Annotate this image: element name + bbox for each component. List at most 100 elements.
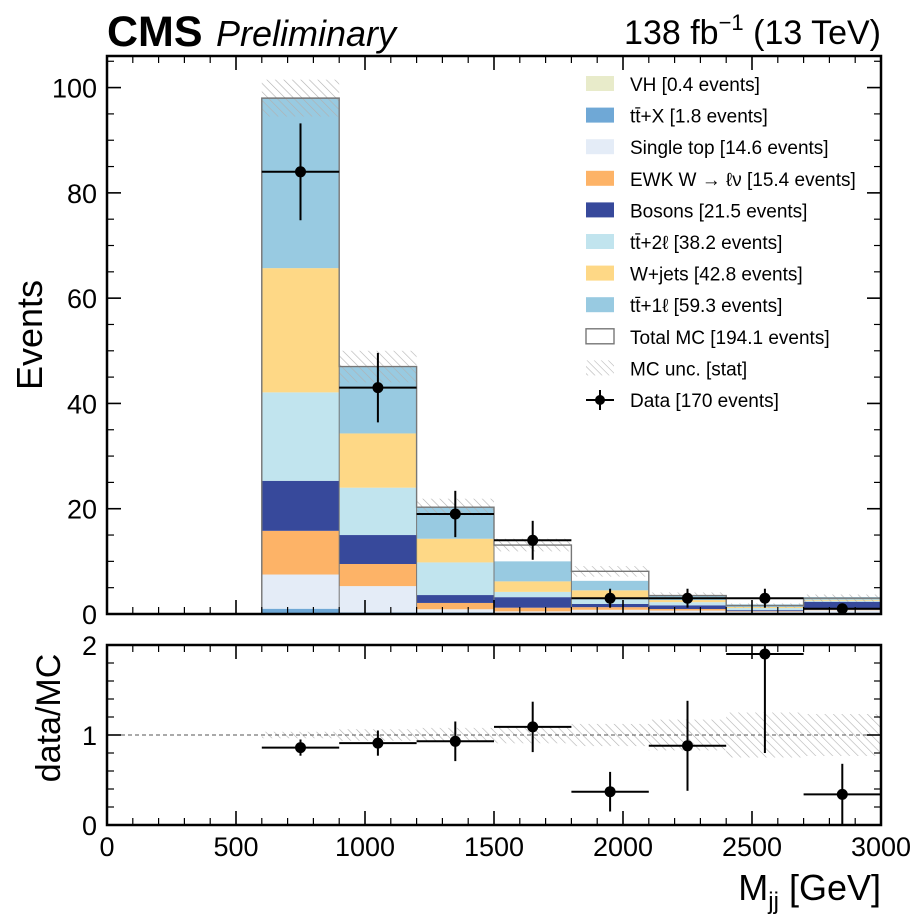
ratio-marker xyxy=(527,721,539,733)
data-marker xyxy=(759,592,771,604)
legend: VH [0.4 events] tt̄+X [1.8 events] Single … xyxy=(585,75,856,412)
legend-swatch xyxy=(586,297,614,313)
stack-bar xyxy=(571,580,649,591)
series-5 xyxy=(261,392,881,611)
top-panel: 0 20 40 60 80 100 xyxy=(52,54,883,630)
legend-entry: VH [0.4 events] xyxy=(586,75,760,96)
y-tick-label: 80 xyxy=(67,179,97,209)
x-axis-label-main: M xyxy=(738,867,768,908)
data-point xyxy=(416,490,494,538)
data-point xyxy=(339,352,417,423)
data-marker xyxy=(682,592,693,604)
stack-bar xyxy=(416,562,494,596)
stack-bar xyxy=(261,530,340,575)
legend-swatch xyxy=(586,107,614,123)
top-y-axis-label: Events xyxy=(9,280,50,390)
stack-bar xyxy=(416,538,494,563)
stack-bar xyxy=(261,574,340,609)
legend-entry: W+jets [42.8 events] xyxy=(586,265,803,286)
legend-swatch xyxy=(586,234,614,249)
data-marker xyxy=(295,166,306,178)
y-tick-label: 0 xyxy=(82,600,97,630)
y-tick-label: 2 xyxy=(82,631,97,661)
ratio-point xyxy=(726,645,804,753)
y-tick-label: 60 xyxy=(67,284,97,314)
legend-swatch xyxy=(586,360,614,376)
data-point xyxy=(726,588,804,608)
data-point xyxy=(261,123,340,221)
legend-label: EWK W → ℓν [15.4 events] xyxy=(630,170,856,191)
legend-swatch xyxy=(585,328,615,345)
series-2 xyxy=(261,574,881,614)
legend-entry: tt̄+X [1.8 events] xyxy=(586,107,768,128)
legend-label: Single top [14.6 events] xyxy=(630,138,829,159)
stack-bar xyxy=(339,535,417,564)
ratio-point xyxy=(416,721,494,762)
ratio-y-axis-label: data/MC xyxy=(30,654,68,783)
ratio-unc-band xyxy=(571,723,649,747)
ratio-point xyxy=(261,739,340,756)
x-tick-label: 3000 xyxy=(851,832,911,862)
stack-bar xyxy=(494,581,572,592)
ratio-marker xyxy=(449,735,461,747)
x-axis-label-sub: jj xyxy=(767,888,779,915)
stack-bar xyxy=(494,597,572,608)
ratio-axes: 0 500 1000 1500 2000 2500 3000 0 1 2 xyxy=(82,631,911,862)
legend-swatch xyxy=(586,139,614,155)
ratio-point xyxy=(648,700,727,791)
stack-bar xyxy=(571,607,649,610)
y-tick-label: 20 xyxy=(67,495,97,525)
lumi-energy: (13 TeV) xyxy=(744,14,881,52)
ratio-unc-band xyxy=(261,731,340,739)
legend-label: Data [170 events] xyxy=(630,391,779,412)
legend-entry: Data [170 events] xyxy=(586,390,779,412)
series-6 xyxy=(261,268,881,609)
data-point xyxy=(803,603,881,615)
stack-bar xyxy=(261,608,340,614)
data-marker xyxy=(449,508,461,520)
stack-bar xyxy=(261,480,340,531)
legend-data-marker xyxy=(595,395,605,405)
stack-bar xyxy=(648,610,727,614)
legend-label: Total MC [194.1 events] xyxy=(630,328,830,349)
stack-bar xyxy=(571,609,649,613)
legend-label: tt̄+X [1.8 events] xyxy=(630,107,768,128)
stack-bar xyxy=(339,563,417,587)
stack-bar xyxy=(339,433,417,488)
y-tick-label: 0 xyxy=(82,811,97,841)
stack-bar xyxy=(494,561,572,582)
x-axis-label-unit: [GeV] xyxy=(779,867,881,908)
stack-bar xyxy=(726,608,804,611)
legend-swatch xyxy=(586,76,614,91)
legend-label: tt̄+2ℓ [38.2 events] xyxy=(630,233,782,254)
status-label: Preliminary xyxy=(216,13,398,54)
data-point xyxy=(571,588,649,608)
stack-bar xyxy=(494,591,572,598)
data-marker xyxy=(527,534,539,546)
y-tick-label: 40 xyxy=(67,389,97,419)
lumi-value: 138 fb xyxy=(624,14,719,52)
ratio-marker xyxy=(372,737,384,749)
ratio-panel: 0 500 1000 1500 2000 2500 3000 0 1 2 xyxy=(82,631,911,862)
ratio-marker xyxy=(682,740,693,752)
stack-bar xyxy=(261,392,340,481)
stack-bar xyxy=(416,602,494,610)
stack-bar xyxy=(339,586,417,613)
legend-swatch xyxy=(586,265,614,281)
stack-bar xyxy=(494,611,572,613)
legend-label: tt̄+1ℓ [59.3 events] xyxy=(630,296,782,317)
ratio-point xyxy=(803,763,881,825)
stack-bar xyxy=(494,607,572,612)
x-tick-label: 1000 xyxy=(335,832,395,862)
x-tick-label: 2000 xyxy=(593,832,653,862)
top-axes: 0 20 40 60 80 100 xyxy=(52,54,883,630)
stack-group xyxy=(261,98,881,614)
legend-label: VH [0.4 events] xyxy=(630,75,760,96)
legend-entry: Single top [14.6 events] xyxy=(586,138,829,159)
ratio-point xyxy=(339,730,417,756)
stack-bar xyxy=(339,487,417,536)
legend-entry: Bosons [21.5 events] xyxy=(586,201,807,222)
ratio-point xyxy=(494,701,572,753)
ratio-marker xyxy=(604,786,616,798)
